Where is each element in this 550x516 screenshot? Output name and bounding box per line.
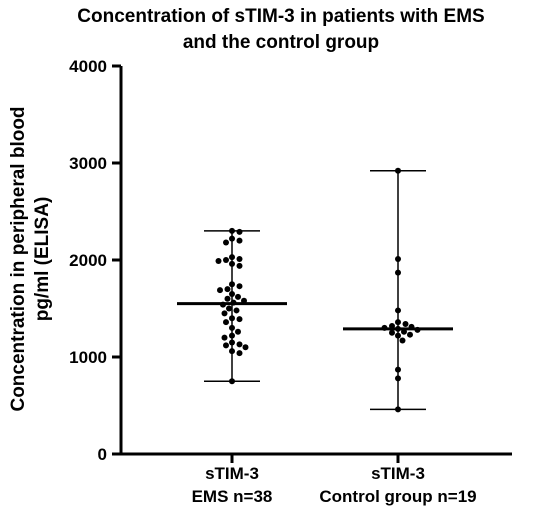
data-point: [229, 339, 235, 346]
data-point: [389, 322, 395, 329]
y-ticks: 0 1000 2000 3000 4000: [69, 57, 121, 464]
data-point: [236, 316, 243, 323]
data-point: [224, 286, 231, 293]
data-point: [236, 283, 243, 290]
data-point: [236, 341, 243, 348]
data-point: [230, 299, 237, 306]
data-point: [395, 366, 401, 373]
data-point: [381, 324, 388, 331]
x-category-label: sTIM-3: [205, 464, 259, 483]
data-point: [229, 281, 235, 288]
y-tick-label: 0: [98, 445, 107, 464]
data-point: [221, 310, 228, 317]
data-point: [395, 319, 401, 326]
data-point: [401, 328, 407, 335]
data-point: [236, 237, 243, 244]
data-point: [395, 406, 401, 413]
data-point: [395, 167, 401, 174]
data-point: [223, 257, 229, 263]
data-point: [229, 348, 235, 355]
data-point: [236, 256, 243, 263]
data-point: [229, 235, 235, 242]
data-groups: [177, 167, 453, 413]
data-point: [407, 331, 413, 338]
y-axis-label-line-1: Concentration in peripheral blood: [8, 106, 29, 411]
data-point: [235, 328, 241, 335]
data-point: [215, 257, 222, 264]
data-point: [408, 323, 415, 330]
data-point: [241, 297, 247, 304]
data-point: [229, 378, 235, 385]
y-tick-label: 1000: [69, 348, 107, 367]
y-tick-label: 4000: [69, 57, 107, 76]
data-point: [226, 305, 232, 312]
data-point: [242, 344, 249, 351]
data-point: [229, 332, 235, 339]
data-point: [395, 269, 401, 276]
data-point: [217, 287, 223, 294]
data-point: [221, 334, 228, 341]
chart-title-line-1: Concentration of sTIM-3 in patients with…: [77, 6, 484, 27]
data-point: [402, 321, 409, 328]
data-point: [395, 332, 401, 339]
data-point: [395, 325, 401, 332]
data-point: [224, 295, 231, 302]
y-tick-label: 2000: [69, 251, 107, 270]
data-point: [236, 350, 243, 357]
chart-title-line-2: and the control group: [183, 32, 379, 53]
data-point: [414, 326, 421, 333]
data-point: [235, 293, 241, 300]
data-point: [389, 329, 395, 336]
data-point: [220, 301, 226, 308]
data-point: [395, 256, 401, 263]
data-point: [395, 375, 401, 382]
data-point: [223, 319, 229, 326]
data-point: [229, 254, 235, 261]
x-category-label: Control group n=19: [319, 487, 476, 506]
data-point: [229, 324, 235, 331]
x-category-label: sTIM-3: [371, 464, 425, 483]
y-axis-label-line-2: pg/ml (ELISA): [32, 197, 53, 322]
data-point: [395, 307, 401, 314]
data-point: [229, 260, 235, 267]
data-point: [223, 239, 229, 246]
data-point: [229, 227, 235, 234]
data-point: [223, 342, 229, 349]
x-category-label: EMS n=38: [192, 487, 273, 506]
x-ticks: sTIM-3 EMS n=38 sTIM-3 Control group n=19: [192, 454, 477, 506]
data-point: [233, 307, 240, 314]
data-point: [236, 228, 243, 235]
data-point: [229, 315, 235, 322]
data-point: [229, 290, 235, 297]
y-tick-label: 3000: [69, 154, 107, 173]
data-point: [399, 337, 406, 344]
data-point: [236, 262, 243, 269]
